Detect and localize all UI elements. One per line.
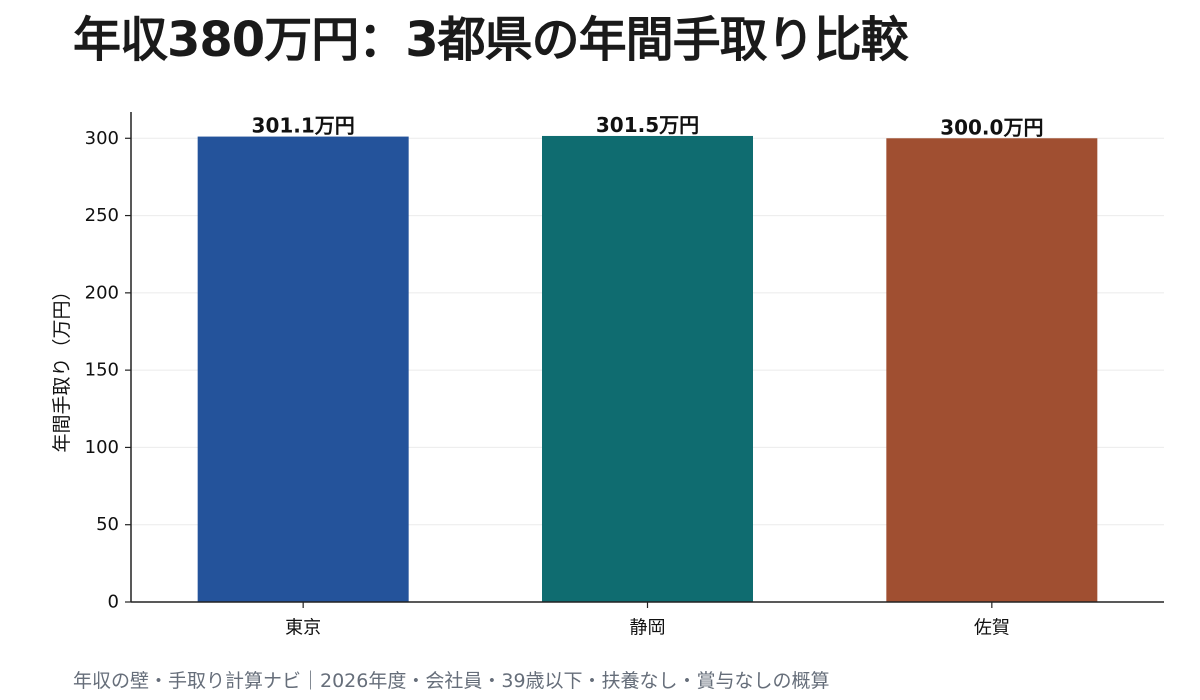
value-label: 301.1万円: [252, 114, 355, 138]
value-label: 301.5万円: [596, 113, 699, 137]
y-tick-label: 100: [85, 437, 119, 458]
axes: [125, 112, 1164, 608]
chart-title: 年収380万円：3都県の年間手取り比較: [73, 12, 909, 68]
value-label: 300.0万円: [940, 115, 1043, 139]
y-tick-label: 300: [85, 128, 119, 149]
y-tick-label: 0: [108, 592, 119, 613]
footnote: 年収の壁・手取り計算ナビ｜2026年度・会社員・39歳以下・扶養なし・賞与なしの…: [73, 670, 830, 692]
bar-1: [197, 136, 409, 603]
bar-2: [542, 135, 753, 602]
y-tick-label: 250: [85, 205, 119, 226]
x-tick-label: 佐賀: [974, 618, 1010, 639]
x-tick-label: 静岡: [630, 618, 666, 639]
y-tick-label: 50: [96, 514, 119, 535]
bar-3: [886, 138, 1098, 603]
y-axis-title: 年間手取り（万円）: [51, 281, 73, 452]
y-tick-label: 200: [85, 282, 119, 303]
x-tick-label: 東京: [285, 618, 321, 639]
bars: [197, 135, 1098, 603]
y-tick-label: 150: [85, 360, 119, 381]
